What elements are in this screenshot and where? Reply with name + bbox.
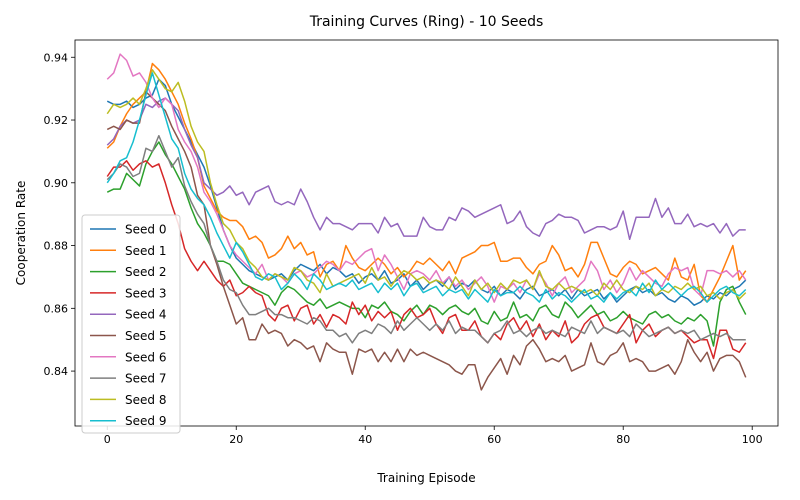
series-line-seed-1 <box>106 62 747 303</box>
legend-label: Seed 7 <box>125 372 166 386</box>
legend-label: Seed 2 <box>125 265 166 279</box>
series-line-seed-7 <box>106 134 746 344</box>
x-tick-label: 0 <box>104 433 111 446</box>
legend: Seed 0 Seed 1 Seed 2 Seed 3 Seed 4 Seed 5 Seed… <box>81 214 181 434</box>
series-line-seed-9 <box>106 72 747 303</box>
plot-area <box>75 40 778 426</box>
y-tick-label: 0.90 <box>44 177 69 190</box>
x-tick-label: 40 <box>358 433 372 446</box>
legend-label: Seed 5 <box>125 329 166 343</box>
y-tick-label: 0.88 <box>44 240 69 253</box>
x-tick-label: 20 <box>229 433 243 446</box>
chart-title: Training Curves (Ring) - 10 Seeds <box>309 14 544 30</box>
legend-label: Seed 0 <box>125 223 166 237</box>
x-tick-label: 80 <box>616 433 630 446</box>
x-tick-label: 60 <box>487 433 501 446</box>
x-axis-ticks: 0 20 40 60 80 100 <box>104 426 763 446</box>
legend-label: Seed 3 <box>125 286 166 300</box>
series-layer <box>106 53 747 391</box>
legend-label: Seed 9 <box>125 414 166 428</box>
x-tick-label: 100 <box>742 433 763 446</box>
series-line-seed-3 <box>106 160 747 360</box>
series-line-seed-6 <box>106 53 747 303</box>
legend-label: Seed 8 <box>125 393 166 407</box>
y-axis-label: Cooperation Rate <box>14 181 28 286</box>
y-tick-label: 0.84 <box>44 365 69 378</box>
y-tick-label: 0.86 <box>44 302 69 315</box>
legend-label: Seed 6 <box>125 350 166 364</box>
legend-label: Seed 4 <box>125 308 166 322</box>
x-axis-label: Training Episode <box>376 471 475 485</box>
y-axis-ticks: 0.84 0.86 0.88 0.90 0.92 0.94 <box>44 51 75 378</box>
y-tick-label: 0.92 <box>44 114 69 127</box>
legend-label: Seed 1 <box>125 244 166 258</box>
y-tick-label: 0.94 <box>44 51 69 64</box>
plot-frame <box>74 39 779 427</box>
